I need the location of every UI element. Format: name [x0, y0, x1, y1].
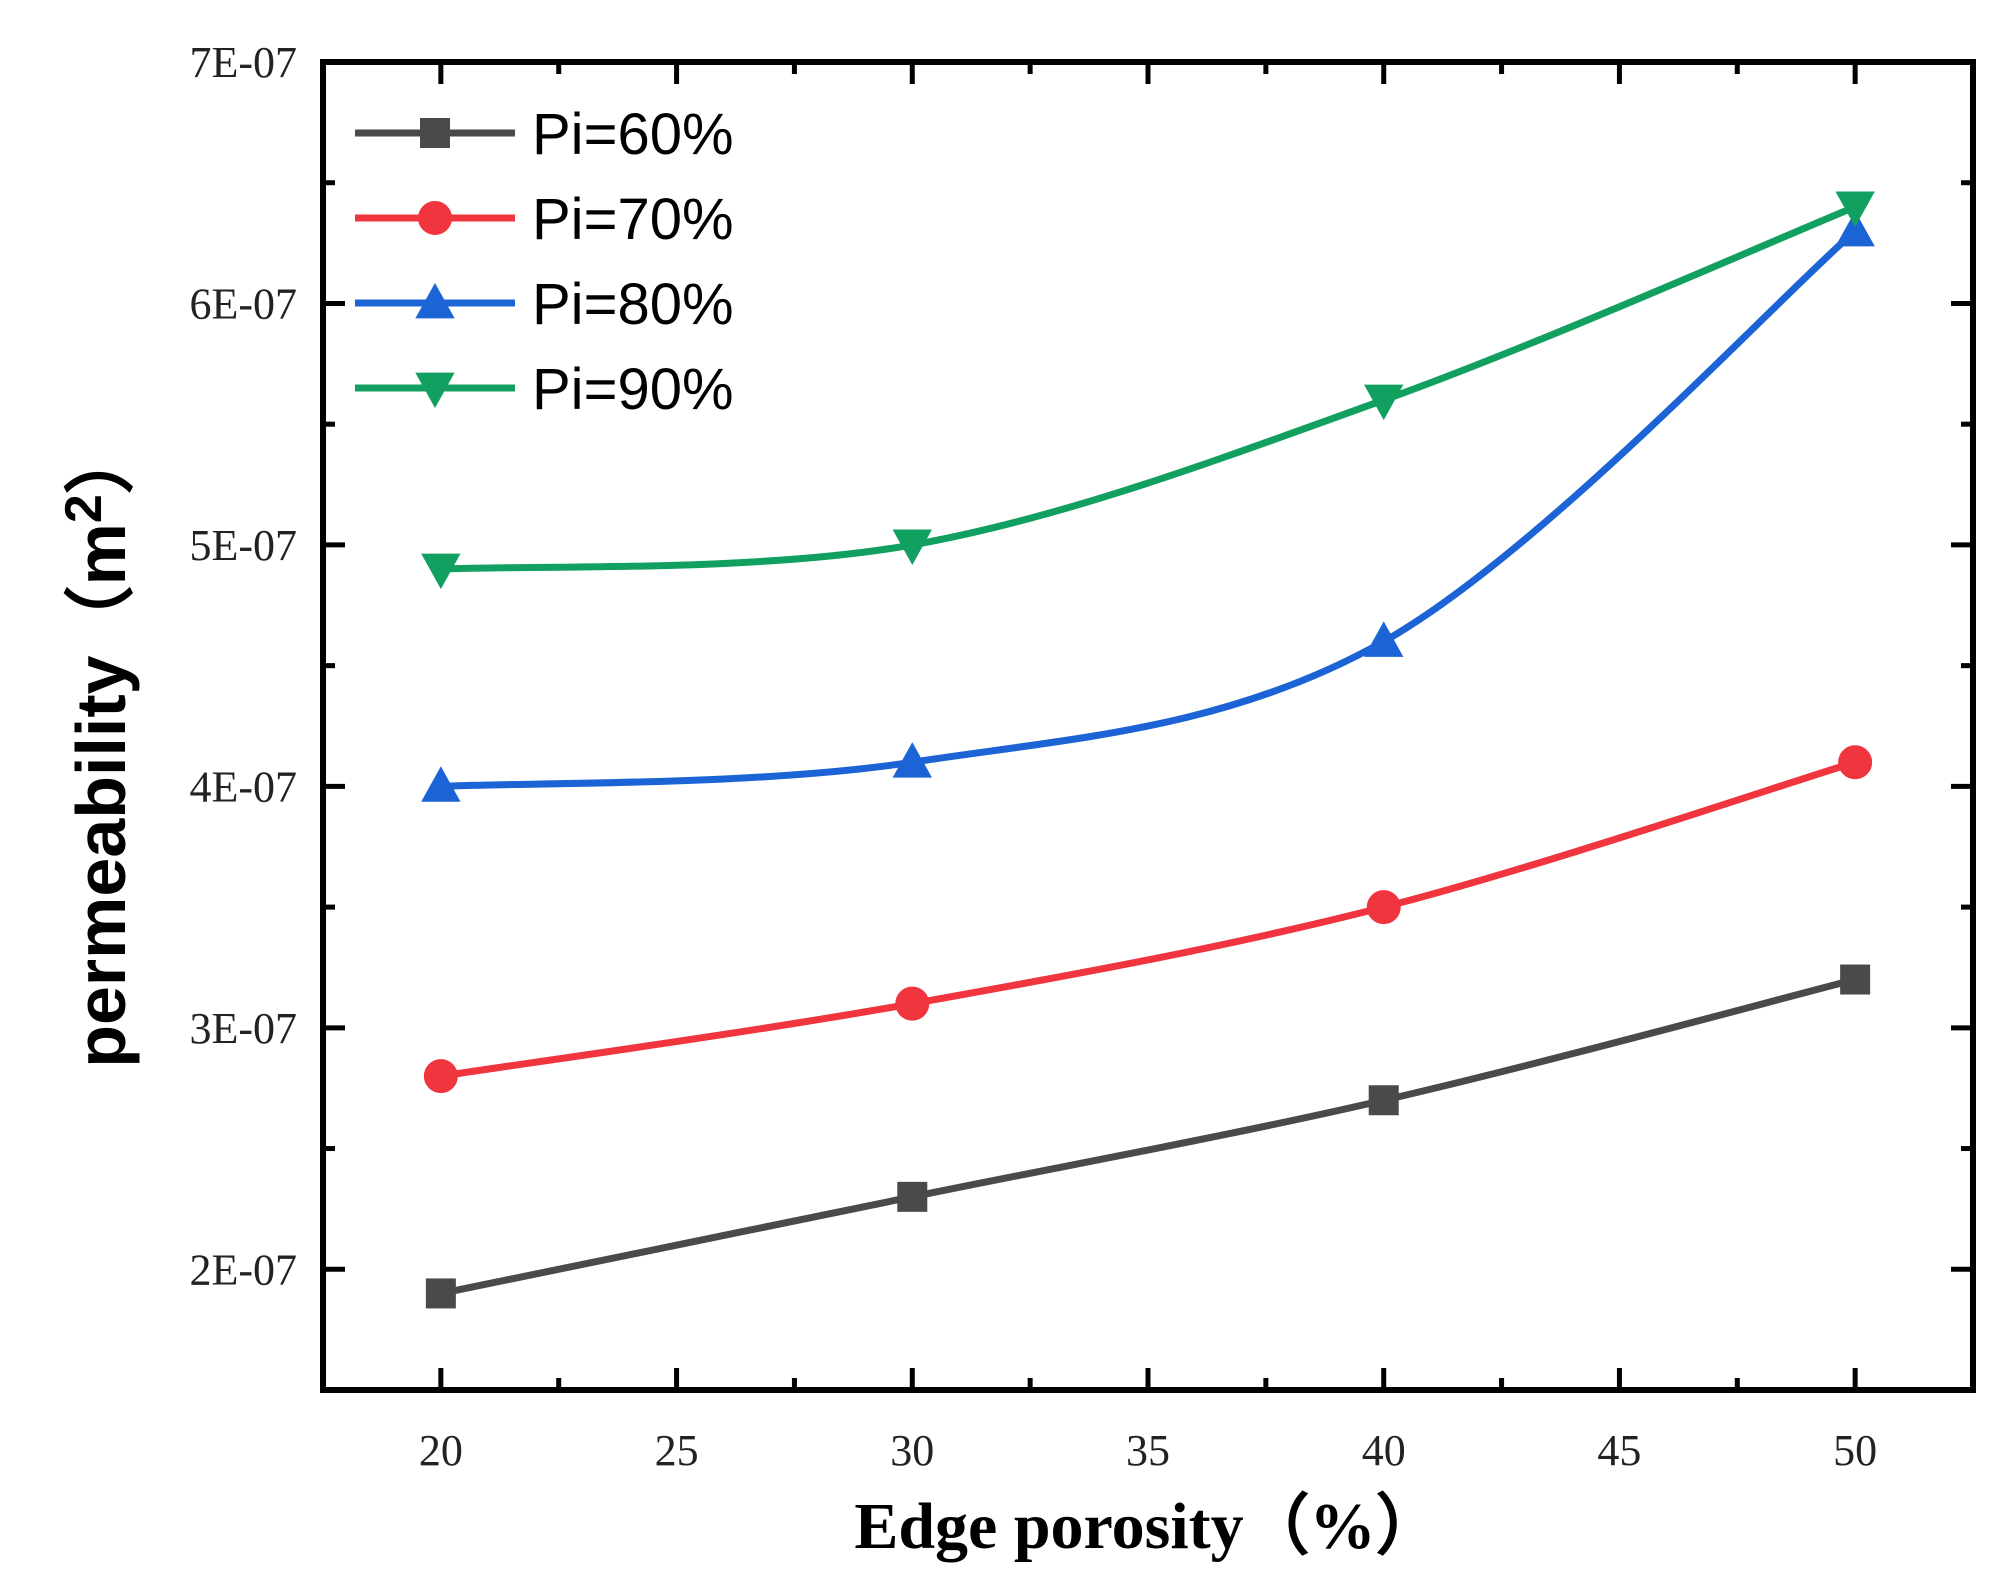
y-tick-label: 4E-07: [189, 762, 297, 811]
x-tick-label: 40: [1362, 1426, 1406, 1475]
series-line-4: [440, 203, 1857, 573]
data-point-series-3: [892, 742, 932, 778]
y-tick-label: 5E-07: [189, 521, 297, 570]
x-axis-title: Edge porosity（%）: [854, 1489, 1441, 1563]
series-line-1: [440, 976, 1857, 1297]
y-axis-title: permeability（m2）: [55, 424, 140, 1068]
x-tick-label: 25: [655, 1426, 699, 1475]
y-axis-title-superscript: 2: [55, 494, 113, 523]
x-tick-label: 50: [1833, 1426, 1877, 1475]
data-point-series-1: [897, 1181, 928, 1212]
y-tick-label: 2E-07: [189, 1245, 297, 1294]
data-point-series-1: [1840, 964, 1871, 995]
legend-marker: [415, 282, 455, 319]
legend: Pi=60% Pi=70% Pi=80% Pi=90%: [355, 102, 734, 422]
y-axis-title-close: ）: [62, 424, 140, 494]
series-line-2: [440, 758, 1857, 1080]
x-tick-label: 20: [419, 1426, 463, 1475]
plot-frame: [320, 59, 1976, 1393]
data-point-series-3: [1364, 621, 1404, 657]
data-point-series-3: [421, 766, 461, 802]
data-point-series-2: [423, 1059, 458, 1094]
y-tick-label: 3E-07: [189, 1004, 297, 1053]
x-tick-label: 35: [1126, 1426, 1170, 1475]
y-tick-label: 7E-07: [189, 38, 297, 87]
data-point-series-2: [1366, 890, 1401, 925]
x-tick-label: 45: [1597, 1426, 1641, 1475]
legend-label: Pi=90%: [532, 357, 734, 422]
x-tick-label: 30: [890, 1426, 934, 1475]
data-point-series-4: [421, 553, 461, 590]
series-markers: [421, 191, 1875, 1309]
data-point-series-4: [1364, 384, 1404, 421]
series-line-3: [440, 228, 1858, 790]
legend-marker: [415, 372, 455, 409]
data-point-series-4: [1835, 191, 1875, 227]
data-point-series-3: [1835, 210, 1875, 247]
legend-marker: [420, 118, 450, 148]
series-lines: [440, 203, 1858, 1297]
y-axis-title-main: permeability（m: [62, 523, 140, 1068]
data-point-series-2: [1838, 745, 1873, 780]
data-point-series-4: [892, 529, 932, 565]
legend-marker: [418, 201, 452, 235]
legend-label: Pi=80%: [532, 272, 734, 337]
legend-label: Pi=60%: [532, 102, 734, 167]
legend-label: Pi=70%: [532, 187, 734, 252]
data-point-series-2: [895, 986, 930, 1021]
data-point-series-1: [425, 1278, 456, 1309]
data-point-series-1: [1368, 1085, 1399, 1116]
tick-labels: 20 25 30 35 40 45 50 2E-07 3E-07 4E-07 5E-07 6E-07 7…: [189, 38, 1877, 1475]
y-tick-label: 6E-07: [189, 279, 297, 328]
